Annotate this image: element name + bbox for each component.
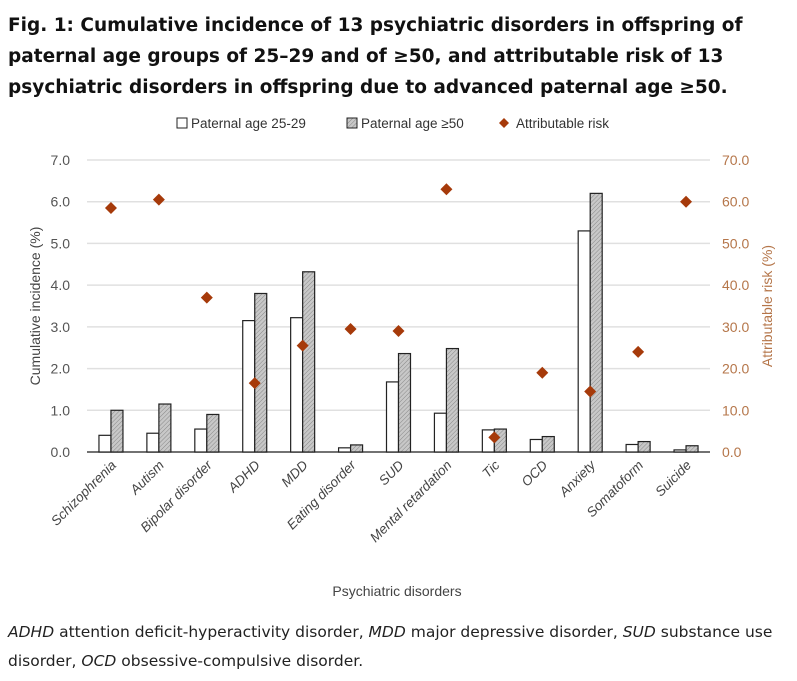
figure-title: Fig. 1: Cumulative incidence of 13 psych… <box>8 15 743 98</box>
bar-paternal-50plus <box>685 445 699 453</box>
attributable-risk-point <box>344 322 357 335</box>
bar-paternal-50plus <box>445 347 460 453</box>
y2-tick-label: 10.0 <box>722 402 749 418</box>
y2-tick-label: 0.0 <box>722 444 742 460</box>
legend-swatch-50plus <box>346 117 358 129</box>
caption-abbr: SUD <box>622 623 656 641</box>
caption-text: major depressive disorder, <box>405 623 623 641</box>
bar-paternal-50plus <box>206 413 220 453</box>
y-axis-label: Cumulative incidence (%) <box>27 227 43 386</box>
x-axis-label: Psychiatric disorders <box>332 583 461 599</box>
bar-paternal-50plus <box>110 409 124 453</box>
bar-paternal-50plus <box>349 444 364 453</box>
y2-tick-label: 20.0 <box>722 361 749 377</box>
caption-abbr: MDD <box>368 623 406 641</box>
attributable-risk-point <box>152 193 165 206</box>
attributable-risk-point <box>680 195 693 208</box>
attributable-risk-point <box>296 339 309 352</box>
bar-paternal-25-29 <box>577 230 591 453</box>
y-tick-label: 1.0 <box>51 402 71 418</box>
bar-paternal-50plus <box>589 192 603 453</box>
attributable-risk-point <box>440 183 453 196</box>
y2-tick-label: 60.0 <box>722 194 749 210</box>
attributable-risk-point <box>248 377 261 390</box>
y2-tick-label: 70.0 <box>722 152 749 168</box>
category-label: Anxiety <box>556 457 600 501</box>
bar-paternal-25-29 <box>673 449 687 453</box>
category-label: OCD <box>519 457 551 489</box>
caption-text: obsessive-compulsive disorder. <box>116 652 364 670</box>
y-tick-label: 6.0 <box>51 194 71 210</box>
category-label: SUD <box>376 457 407 488</box>
category-label: MDD <box>278 457 311 490</box>
category-label: Suicide <box>652 458 694 500</box>
legend-label: Paternal age ≥50 <box>361 116 464 131</box>
legend-label: Attributable risk <box>516 116 609 131</box>
attributable-risk-point <box>392 325 405 338</box>
bar-paternal-25-29 <box>625 443 639 453</box>
attributable-risk-point <box>536 366 549 379</box>
bar-paternal-50plus <box>254 292 268 453</box>
bar-paternal-50plus <box>637 440 651 453</box>
caption-abbr: OCD <box>81 652 117 670</box>
category-label: Schizophrenia <box>48 457 119 528</box>
bar-paternal-50plus <box>158 403 172 453</box>
figure-caption: ADHD attention deficit-hyperactivity dis… <box>8 618 793 676</box>
bar-paternal-25-29 <box>385 381 400 453</box>
chart: Paternal age 25-29 Paternal age ≥50 Attrib… <box>27 116 775 599</box>
y-tick-label: 3.0 <box>51 319 71 335</box>
y2-tick-label: 50.0 <box>722 235 749 251</box>
y-tick-label: 2.0 <box>51 361 71 377</box>
attributable-risk-point <box>200 291 213 304</box>
attributable-risk-point <box>632 345 645 358</box>
attributable-risk-point <box>488 431 501 444</box>
y2-tick-label: 40.0 <box>722 277 749 293</box>
y-tick-label: 7.0 <box>51 152 71 168</box>
category-label: Mental retardation <box>367 458 455 546</box>
legend-swatch-risk <box>499 118 509 128</box>
legend-swatch-25-29 <box>176 117 188 129</box>
category-label: Tic <box>479 457 502 480</box>
attributable-risk-point <box>584 385 597 398</box>
caption-text: substance use disorder, <box>8 623 773 670</box>
bar-paternal-25-29 <box>337 447 352 453</box>
bar-paternal-50plus <box>302 271 316 453</box>
category-label: ADHD <box>224 457 263 496</box>
caption-text: attention deficit-hyperactivity disorder… <box>54 623 369 641</box>
legend: Paternal age 25-29 Paternal age ≥50 Attrib… <box>176 116 609 131</box>
category-label: Autism <box>127 458 167 498</box>
y2-axis-label: Attributable risk (%) <box>759 245 775 367</box>
bar-paternal-25-29 <box>529 438 543 453</box>
bar-paternal-25-29 <box>98 434 112 453</box>
legend-label: Paternal age 25-29 <box>191 116 306 131</box>
bar-paternal-50plus <box>397 352 412 453</box>
bar-paternal-25-29 <box>146 432 160 453</box>
bar-paternal-25-29 <box>290 317 304 453</box>
y-tick-label: 0.0 <box>51 444 71 460</box>
y-tick-label: 4.0 <box>51 277 71 293</box>
y-tick-label: 5.0 <box>51 235 71 251</box>
bar-paternal-25-29 <box>433 412 448 453</box>
attributable-risk-point <box>104 201 117 214</box>
bar-paternal-50plus <box>541 435 555 453</box>
y2-tick-label: 30.0 <box>722 319 749 335</box>
bar-paternal-25-29 <box>194 428 208 453</box>
caption-abbr: ADHD <box>8 623 55 641</box>
